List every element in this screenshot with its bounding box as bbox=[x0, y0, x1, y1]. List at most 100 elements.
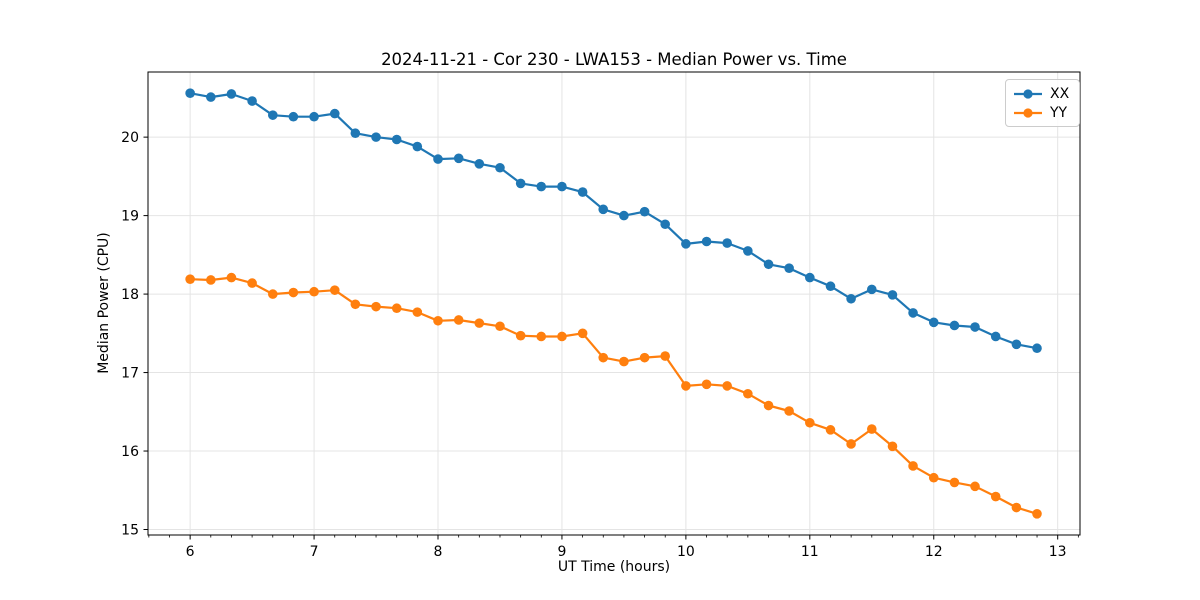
x-tick-label: 10 bbox=[677, 544, 695, 560]
series-marker-XX bbox=[247, 96, 257, 106]
y-tick-label: 20 bbox=[121, 130, 139, 146]
x-tick-label: 7 bbox=[310, 544, 319, 560]
series-marker-XX bbox=[350, 128, 361, 139]
series-marker-XX bbox=[681, 239, 691, 249]
x-tick-label: 8 bbox=[434, 544, 443, 560]
series-marker-YY bbox=[350, 299, 361, 310]
legend: XX YY bbox=[1005, 79, 1081, 127]
series-marker-YY bbox=[391, 303, 402, 314]
series-marker-YY bbox=[557, 331, 567, 342]
y-tick-label: 15 bbox=[121, 523, 139, 539]
series-marker-XX bbox=[577, 187, 588, 197]
series-marker-XX bbox=[949, 320, 960, 331]
y-tick-label: 17 bbox=[121, 366, 139, 382]
series-marker-XX bbox=[474, 159, 485, 169]
series-marker-XX bbox=[784, 263, 794, 273]
series-marker-YY bbox=[743, 388, 753, 399]
series-marker-YY bbox=[722, 381, 732, 391]
series-marker-XX bbox=[185, 88, 195, 98]
series-marker-YY bbox=[660, 351, 670, 361]
series-marker-XX bbox=[495, 162, 505, 173]
series-marker-YY bbox=[515, 330, 526, 341]
legend-label: YY bbox=[1050, 104, 1068, 121]
series-marker-YY bbox=[949, 477, 960, 488]
x-axis-label: UT Time (hours) bbox=[557, 559, 671, 575]
series-marker-YY bbox=[763, 400, 774, 411]
series-marker-XX bbox=[226, 89, 237, 99]
series-marker-XX bbox=[515, 178, 526, 189]
series-marker-YY bbox=[990, 491, 1001, 502]
x-tick-label: 12 bbox=[925, 544, 943, 560]
series-marker-YY bbox=[371, 301, 381, 312]
series-marker-XX bbox=[598, 204, 609, 215]
series-marker-XX bbox=[722, 238, 732, 248]
series-marker-XX bbox=[619, 210, 629, 221]
series-marker-XX bbox=[990, 331, 1001, 342]
series-marker-XX bbox=[268, 110, 278, 120]
series-marker-XX bbox=[701, 236, 712, 247]
series-marker-YY bbox=[577, 328, 588, 339]
series-marker-XX bbox=[288, 111, 299, 122]
series-marker-XX bbox=[763, 259, 774, 270]
legend-line-marker-icon bbox=[1014, 88, 1042, 99]
series-marker-YY bbox=[639, 352, 650, 363]
series-marker-XX bbox=[660, 219, 670, 230]
series-marker-YY bbox=[247, 278, 257, 288]
series-marker-YY bbox=[970, 481, 980, 492]
series-marker-YY bbox=[495, 321, 505, 332]
y-tick-label: 18 bbox=[121, 287, 139, 303]
series-marker-YY bbox=[536, 331, 547, 342]
y-axis-label: Median Power (CPU) bbox=[96, 232, 112, 374]
series-marker-YY bbox=[206, 275, 216, 285]
series-marker-XX bbox=[866, 284, 877, 295]
series-marker-XX bbox=[433, 154, 443, 164]
series-marker-YY bbox=[701, 379, 712, 390]
series-marker-XX bbox=[825, 281, 836, 292]
legend-item-xx: XX bbox=[1013, 84, 1069, 103]
series-marker-XX bbox=[743, 246, 753, 256]
y-tick-label: 16 bbox=[121, 444, 139, 460]
series-marker-YY bbox=[433, 315, 443, 326]
series-marker-XX bbox=[412, 141, 423, 152]
series-marker-YY bbox=[453, 315, 464, 325]
axes-spines bbox=[147, 71, 1081, 536]
series-marker-XX bbox=[908, 308, 918, 318]
legend-item-yy: YY bbox=[1013, 103, 1069, 122]
series-marker-YY bbox=[185, 274, 195, 284]
series-marker-XX bbox=[846, 293, 856, 304]
series-marker-YY bbox=[288, 287, 299, 298]
legend-line-marker-icon bbox=[1014, 107, 1042, 118]
series-marker-XX bbox=[639, 206, 650, 217]
series-marker-YY bbox=[619, 356, 629, 367]
y-tick-label: 19 bbox=[121, 209, 139, 225]
series-marker-YY bbox=[329, 285, 340, 295]
series-marker-YY bbox=[681, 381, 691, 391]
series-marker-YY bbox=[805, 417, 815, 428]
series-marker-YY bbox=[908, 461, 918, 471]
chart-title: 2024-11-21 - Cor 230 - LWA153 - Median P… bbox=[381, 50, 847, 69]
series-marker-YY bbox=[1011, 502, 1022, 513]
series-marker-XX bbox=[206, 92, 216, 102]
series-marker-YY bbox=[928, 472, 939, 483]
series-marker-YY bbox=[866, 424, 877, 434]
series-marker-YY bbox=[1032, 509, 1042, 519]
x-tick-label: 11 bbox=[801, 544, 819, 560]
series-marker-XX bbox=[329, 108, 340, 119]
series-marker-YY bbox=[825, 425, 836, 435]
series-marker-XX bbox=[887, 290, 898, 300]
series-marker-XX bbox=[309, 111, 319, 122]
series-marker-XX bbox=[928, 317, 939, 328]
series-marker-XX bbox=[453, 153, 464, 164]
series-marker-YY bbox=[412, 307, 423, 317]
series-marker-XX bbox=[391, 134, 402, 145]
series-marker-XX bbox=[1011, 339, 1022, 350]
series-marker-YY bbox=[784, 406, 794, 416]
x-tick-label: 6 bbox=[186, 544, 195, 560]
legend-label: XX bbox=[1050, 85, 1070, 102]
series-marker-XX bbox=[1032, 343, 1042, 354]
series-marker-YY bbox=[309, 286, 319, 297]
series-marker-XX bbox=[970, 322, 980, 332]
x-tick-label: 13 bbox=[1049, 544, 1067, 560]
